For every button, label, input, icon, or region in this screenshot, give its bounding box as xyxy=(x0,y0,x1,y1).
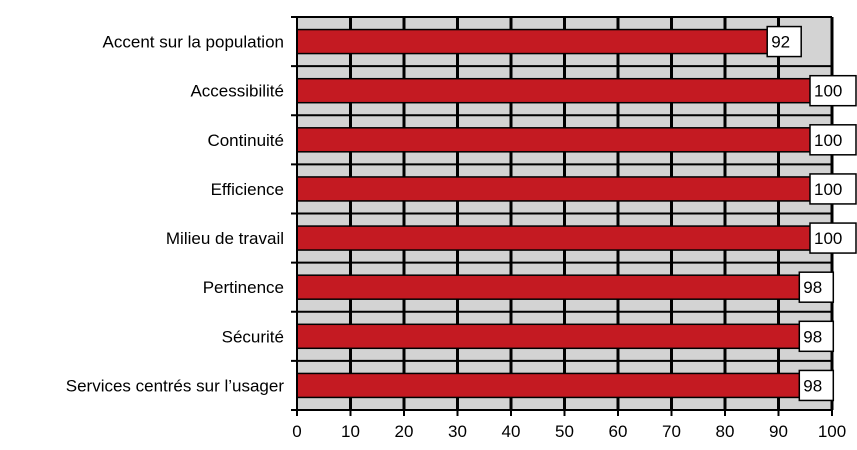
category-label: Continuité xyxy=(207,131,284,150)
bar xyxy=(296,225,833,251)
y-axis xyxy=(291,16,298,411)
data-label-box xyxy=(809,222,857,254)
category-label: Efficience xyxy=(211,180,284,199)
data-label-text: 100 xyxy=(814,131,842,150)
data-label: 98 xyxy=(798,271,835,303)
x-tick-label: 40 xyxy=(502,422,521,441)
category-label: Sécurité xyxy=(222,327,284,346)
data-label-text: 98 xyxy=(803,278,822,297)
data-label: 98 xyxy=(798,369,835,402)
bar xyxy=(296,176,833,202)
x-tick-label: 70 xyxy=(662,422,681,441)
data-label-text: 92 xyxy=(771,33,790,52)
bar xyxy=(296,274,823,300)
data-label: 100 xyxy=(809,222,857,254)
data-label: 100 xyxy=(809,74,857,107)
data-label-box xyxy=(798,369,835,402)
data-label: 92 xyxy=(766,25,802,58)
x-tick-label: 60 xyxy=(609,422,628,441)
bar xyxy=(296,127,833,153)
x-tick-label: 80 xyxy=(716,422,735,441)
x-tick-label: 100 xyxy=(818,422,846,441)
bars xyxy=(296,28,833,399)
x-tick-label: 50 xyxy=(555,422,574,441)
data-label-text: 100 xyxy=(814,229,842,248)
x-tick-label: 10 xyxy=(341,422,360,441)
data-label-text: 98 xyxy=(803,376,822,395)
data-label-box xyxy=(809,74,857,107)
x-tick-label: 0 xyxy=(292,422,301,441)
category-label: Accessibilité xyxy=(190,82,284,101)
data-label-text: 98 xyxy=(803,327,822,346)
data-label-text: 100 xyxy=(814,82,842,101)
category-labels: Accent sur la population Accessibilité Con… xyxy=(66,33,285,396)
category-label: Services centrés sur l’usager xyxy=(66,376,285,395)
data-label-box xyxy=(798,271,835,303)
data-label: 98 xyxy=(798,320,835,353)
x-tick-label: 20 xyxy=(395,422,414,441)
bar xyxy=(296,323,823,350)
data-label: 100 xyxy=(809,124,857,156)
category-label: Milieu de travail xyxy=(166,229,284,248)
data-label: 100 xyxy=(809,173,857,205)
bar xyxy=(296,28,790,55)
bar xyxy=(296,372,823,399)
data-label-box xyxy=(809,124,857,156)
x-axis: 0 10 20 30 40 50 60 70 80 90 100 xyxy=(292,409,846,441)
data-label-box xyxy=(809,173,857,205)
data-label-text: 100 xyxy=(814,180,842,199)
x-tick-label: 90 xyxy=(769,422,788,441)
bar xyxy=(296,77,833,104)
data-labels: 92 100 100 100 100 98 98 98 xyxy=(766,25,857,402)
category-label: Pertinence xyxy=(203,278,284,297)
category-label: Accent sur la population xyxy=(103,33,284,52)
data-label-box xyxy=(766,25,802,58)
x-tick-label: 30 xyxy=(448,422,467,441)
data-label-box xyxy=(798,320,835,353)
